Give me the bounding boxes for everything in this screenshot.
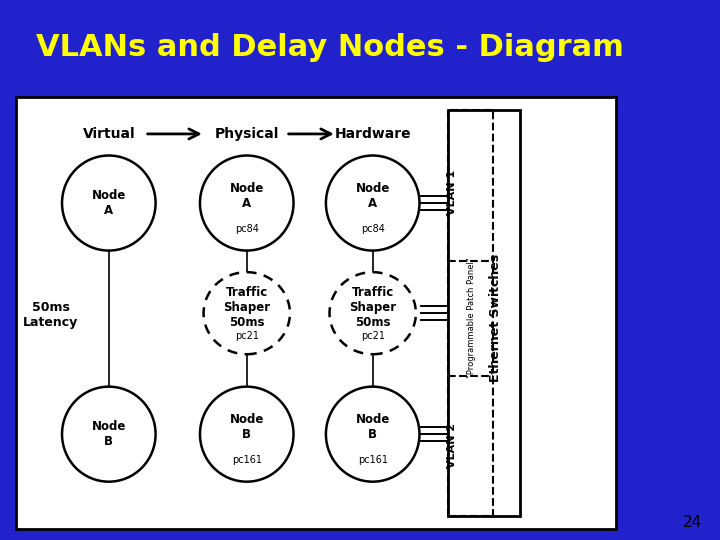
Bar	[16, 97, 616, 529]
Ellipse shape	[200, 387, 294, 482]
Text: 24: 24	[683, 515, 702, 530]
Text: VLAN 1: VLAN 1	[447, 170, 457, 215]
Bar	[0, 0, 720, 94]
Ellipse shape	[330, 272, 416, 354]
Ellipse shape	[62, 156, 156, 251]
Text: pc84: pc84	[361, 224, 384, 234]
Text: Node
B: Node B	[356, 413, 390, 441]
Text: Hardware: Hardware	[334, 127, 411, 141]
Text: Node
A: Node A	[356, 182, 390, 210]
Text: Traffic
Shaper
50ms: Traffic Shaper 50ms	[223, 286, 270, 328]
Text: "Programmable Patch Panel": "Programmable Patch Panel"	[467, 257, 476, 378]
Text: Node
B: Node B	[230, 413, 264, 441]
Ellipse shape	[200, 156, 294, 251]
Text: Node
A: Node A	[230, 182, 264, 210]
Text: VLANs and Delay Nodes - Diagram: VLANs and Delay Nodes - Diagram	[36, 33, 624, 62]
Ellipse shape	[204, 272, 290, 354]
Bar	[448, 110, 492, 516]
Ellipse shape	[326, 387, 420, 482]
Text: pc84: pc84	[235, 224, 258, 234]
Text: pc161: pc161	[358, 455, 387, 465]
Text: Traffic
Shaper
50ms: Traffic Shaper 50ms	[349, 286, 396, 328]
Text: pc161: pc161	[232, 455, 262, 465]
Ellipse shape	[326, 156, 420, 251]
Text: pc21: pc21	[235, 331, 258, 341]
Text: 50ms
Latency: 50ms Latency	[23, 301, 78, 329]
Text: Node
A: Node A	[91, 189, 126, 217]
Bar	[448, 110, 520, 516]
Text: Physical: Physical	[215, 127, 279, 141]
Text: Virtual: Virtual	[83, 127, 135, 141]
Text: VLAN 2: VLAN 2	[447, 422, 457, 468]
Ellipse shape	[62, 387, 156, 482]
Text: Node
B: Node B	[91, 420, 126, 448]
Text: Ethernet Switches: Ethernet Switches	[489, 253, 502, 382]
Text: pc21: pc21	[361, 331, 384, 341]
